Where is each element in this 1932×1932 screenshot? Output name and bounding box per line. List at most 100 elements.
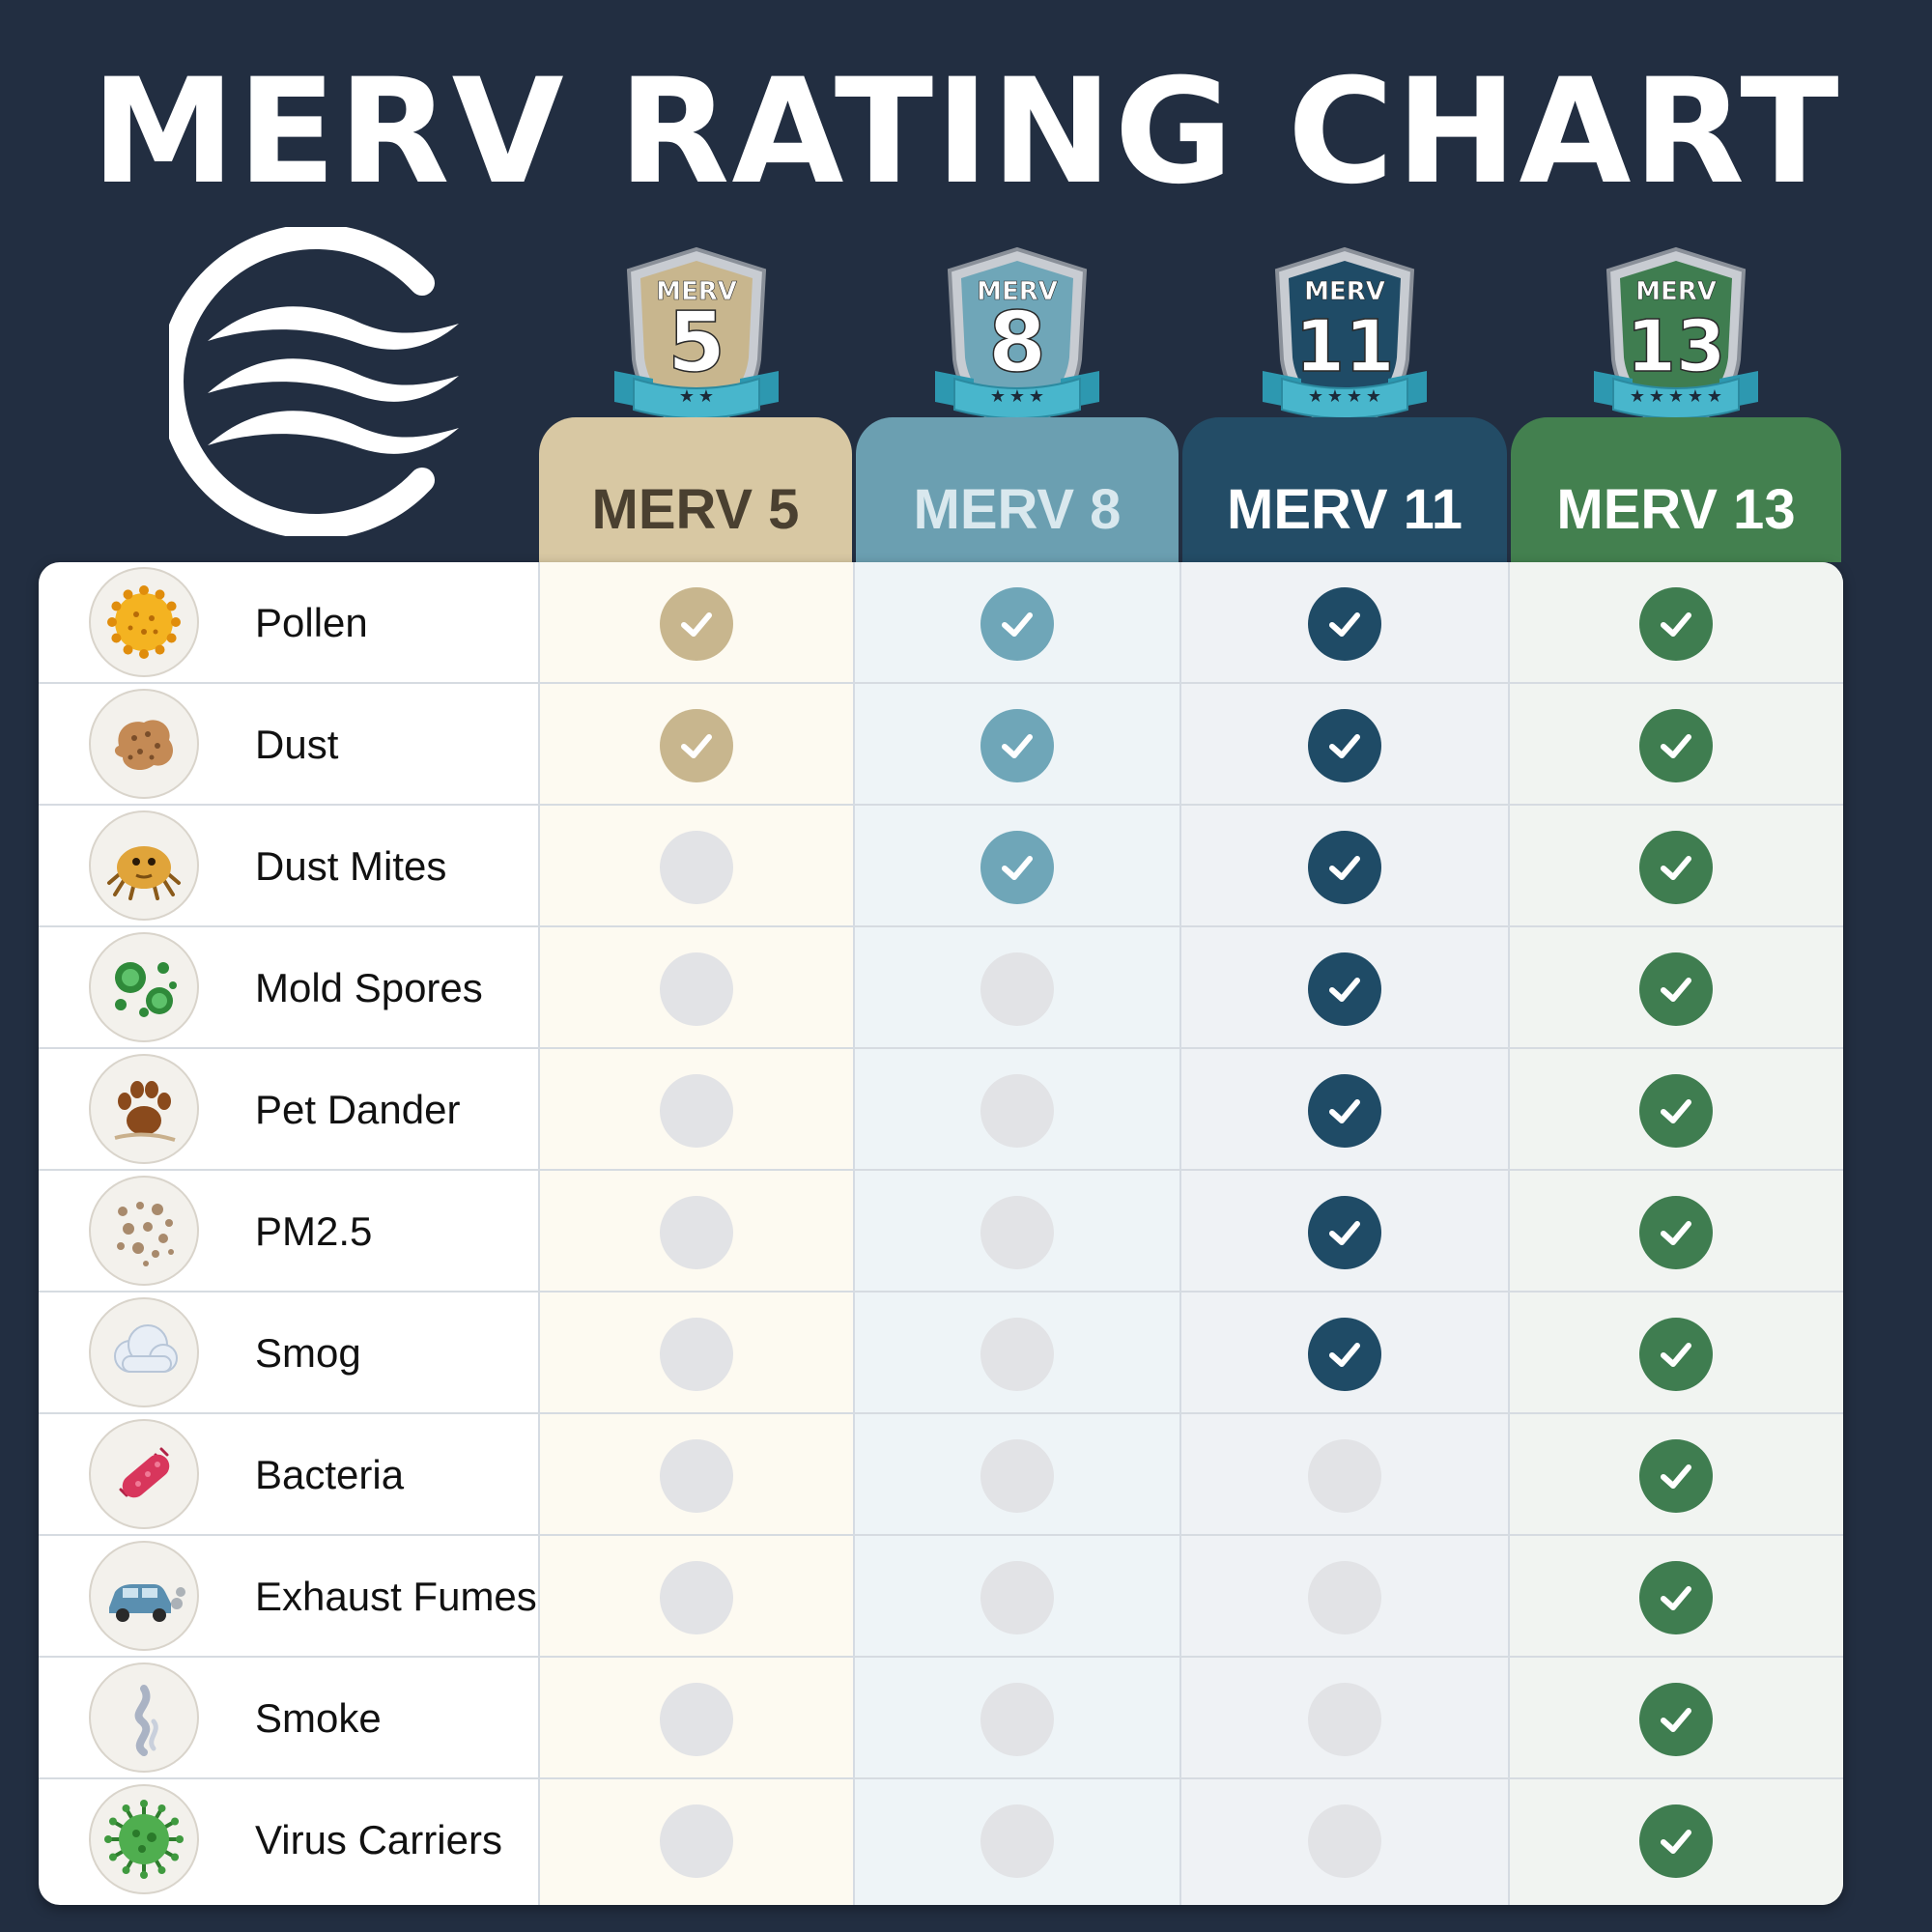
row-label: Mold Spores bbox=[255, 965, 483, 1010]
smoke-icon bbox=[89, 1662, 199, 1773]
check-mark-icon bbox=[1308, 709, 1381, 782]
column-header-label: MERV 13 bbox=[1556, 477, 1796, 541]
table-row: Pollen bbox=[39, 562, 1843, 684]
empty-mark-icon bbox=[980, 1561, 1054, 1634]
check-mark-icon bbox=[980, 587, 1054, 661]
svg-text:13: 13 bbox=[1627, 305, 1726, 388]
table-row: Pet Dander bbox=[39, 1049, 1843, 1171]
empty-mark-icon bbox=[660, 952, 733, 1026]
table-row: Exhaust Fumes bbox=[39, 1536, 1843, 1658]
check-mark-icon bbox=[1639, 709, 1713, 782]
empty-mark-icon bbox=[660, 1318, 733, 1391]
merv-11-badge: ★ ★ ★ ★ MERV 11 bbox=[1253, 243, 1436, 446]
row-label: Dust Mites bbox=[255, 843, 447, 889]
row-divider bbox=[39, 1047, 1843, 1049]
column-header-label: MERV 8 bbox=[913, 477, 1122, 541]
merv-13-badge: ★ ★ ★ ★ ★ MERV 13 bbox=[1584, 243, 1768, 446]
svg-text:★: ★ bbox=[1009, 386, 1025, 406]
svg-text:8: 8 bbox=[988, 295, 1046, 391]
virus-icon bbox=[89, 1784, 199, 1894]
check-mark-icon bbox=[1639, 1804, 1713, 1878]
svg-text:MERV: MERV bbox=[1304, 277, 1385, 306]
merv-5-badge: ★ ★ MERV 5 bbox=[605, 243, 788, 446]
svg-text:11: 11 bbox=[1295, 305, 1395, 388]
column-divider bbox=[1508, 562, 1510, 1905]
table-row: Virus Carriers bbox=[39, 1779, 1843, 1901]
svg-text:5: 5 bbox=[668, 295, 725, 391]
empty-mark-icon bbox=[660, 1439, 733, 1513]
svg-text:★: ★ bbox=[1668, 386, 1684, 406]
svg-text:★: ★ bbox=[679, 386, 695, 406]
empty-mark-icon bbox=[660, 1683, 733, 1756]
dust-mite-icon bbox=[89, 810, 199, 921]
row-divider bbox=[39, 1656, 1843, 1658]
empty-mark-icon bbox=[660, 1074, 733, 1148]
row-label: Pollen bbox=[255, 600, 368, 645]
row-divider bbox=[39, 925, 1843, 927]
check-mark-icon bbox=[1639, 1683, 1713, 1756]
check-mark-icon bbox=[1308, 952, 1381, 1026]
mold-spores-icon bbox=[89, 932, 199, 1042]
svg-text:★: ★ bbox=[1029, 386, 1044, 406]
check-mark-icon bbox=[1639, 1196, 1713, 1269]
check-mark-icon bbox=[1639, 831, 1713, 904]
column-divider bbox=[1179, 562, 1181, 1905]
car-exhaust-icon bbox=[89, 1541, 199, 1651]
svg-text:★: ★ bbox=[1630, 386, 1645, 406]
empty-mark-icon bbox=[660, 1804, 733, 1878]
empty-mark-icon bbox=[660, 831, 733, 904]
check-mark-icon bbox=[980, 831, 1054, 904]
bacteria-icon bbox=[89, 1419, 199, 1529]
check-mark-icon bbox=[1308, 1196, 1381, 1269]
row-divider bbox=[39, 1777, 1843, 1779]
check-mark-icon bbox=[1639, 1074, 1713, 1148]
table-row: Bacteria bbox=[39, 1414, 1843, 1536]
column-header-label: MERV 5 bbox=[591, 477, 800, 541]
table-row: Dust bbox=[39, 684, 1843, 806]
page-title: MERV RATING CHART bbox=[91, 48, 1841, 216]
row-label: Bacteria bbox=[255, 1452, 405, 1497]
table-row: Smoke bbox=[39, 1658, 1843, 1779]
row-divider bbox=[39, 1169, 1843, 1171]
svg-text:★: ★ bbox=[1649, 386, 1664, 406]
dust-icon bbox=[89, 689, 199, 799]
svg-text:MERV: MERV bbox=[656, 277, 737, 306]
empty-mark-icon bbox=[1308, 1683, 1381, 1756]
row-label: Dust bbox=[255, 722, 339, 767]
empty-mark-icon bbox=[660, 1561, 733, 1634]
check-mark-icon bbox=[1308, 1318, 1381, 1391]
column-divider bbox=[538, 562, 540, 1905]
pollen-icon bbox=[89, 567, 199, 677]
empty-mark-icon bbox=[980, 1196, 1054, 1269]
check-mark-icon bbox=[660, 587, 733, 661]
check-mark-icon bbox=[1639, 952, 1713, 1026]
svg-text:★: ★ bbox=[1366, 386, 1381, 406]
column-header-merv-13: MERV 13 bbox=[1511, 417, 1841, 562]
empty-mark-icon bbox=[980, 1074, 1054, 1148]
empty-mark-icon bbox=[980, 1318, 1054, 1391]
row-divider bbox=[39, 1534, 1843, 1536]
row-label: Virus Carriers bbox=[255, 1817, 502, 1862]
row-label: Pet Dander bbox=[255, 1087, 461, 1132]
table-row: Mold Spores bbox=[39, 927, 1843, 1049]
column-header-merv-5: MERV 5 bbox=[539, 417, 852, 562]
check-mark-icon bbox=[1639, 587, 1713, 661]
air-waves-logo-icon bbox=[158, 224, 478, 539]
table-row: PM2.5 bbox=[39, 1171, 1843, 1293]
row-divider bbox=[39, 682, 1843, 684]
check-mark-icon bbox=[1639, 1318, 1713, 1391]
row-label: Exhaust Fumes bbox=[255, 1574, 537, 1619]
cloud-icon bbox=[89, 1297, 199, 1407]
empty-mark-icon bbox=[1308, 1439, 1381, 1513]
check-mark-icon bbox=[660, 709, 733, 782]
svg-text:★: ★ bbox=[698, 386, 714, 406]
svg-text:★: ★ bbox=[990, 386, 1006, 406]
svg-text:★: ★ bbox=[1347, 386, 1362, 406]
row-divider bbox=[39, 804, 1843, 806]
empty-mark-icon bbox=[980, 1439, 1054, 1513]
check-mark-icon bbox=[1639, 1439, 1713, 1513]
merv-8-badge: ★ ★ ★ MERV 8 bbox=[925, 243, 1109, 446]
empty-mark-icon bbox=[980, 1683, 1054, 1756]
column-header-label: MERV 11 bbox=[1227, 477, 1463, 541]
check-mark-icon bbox=[980, 709, 1054, 782]
